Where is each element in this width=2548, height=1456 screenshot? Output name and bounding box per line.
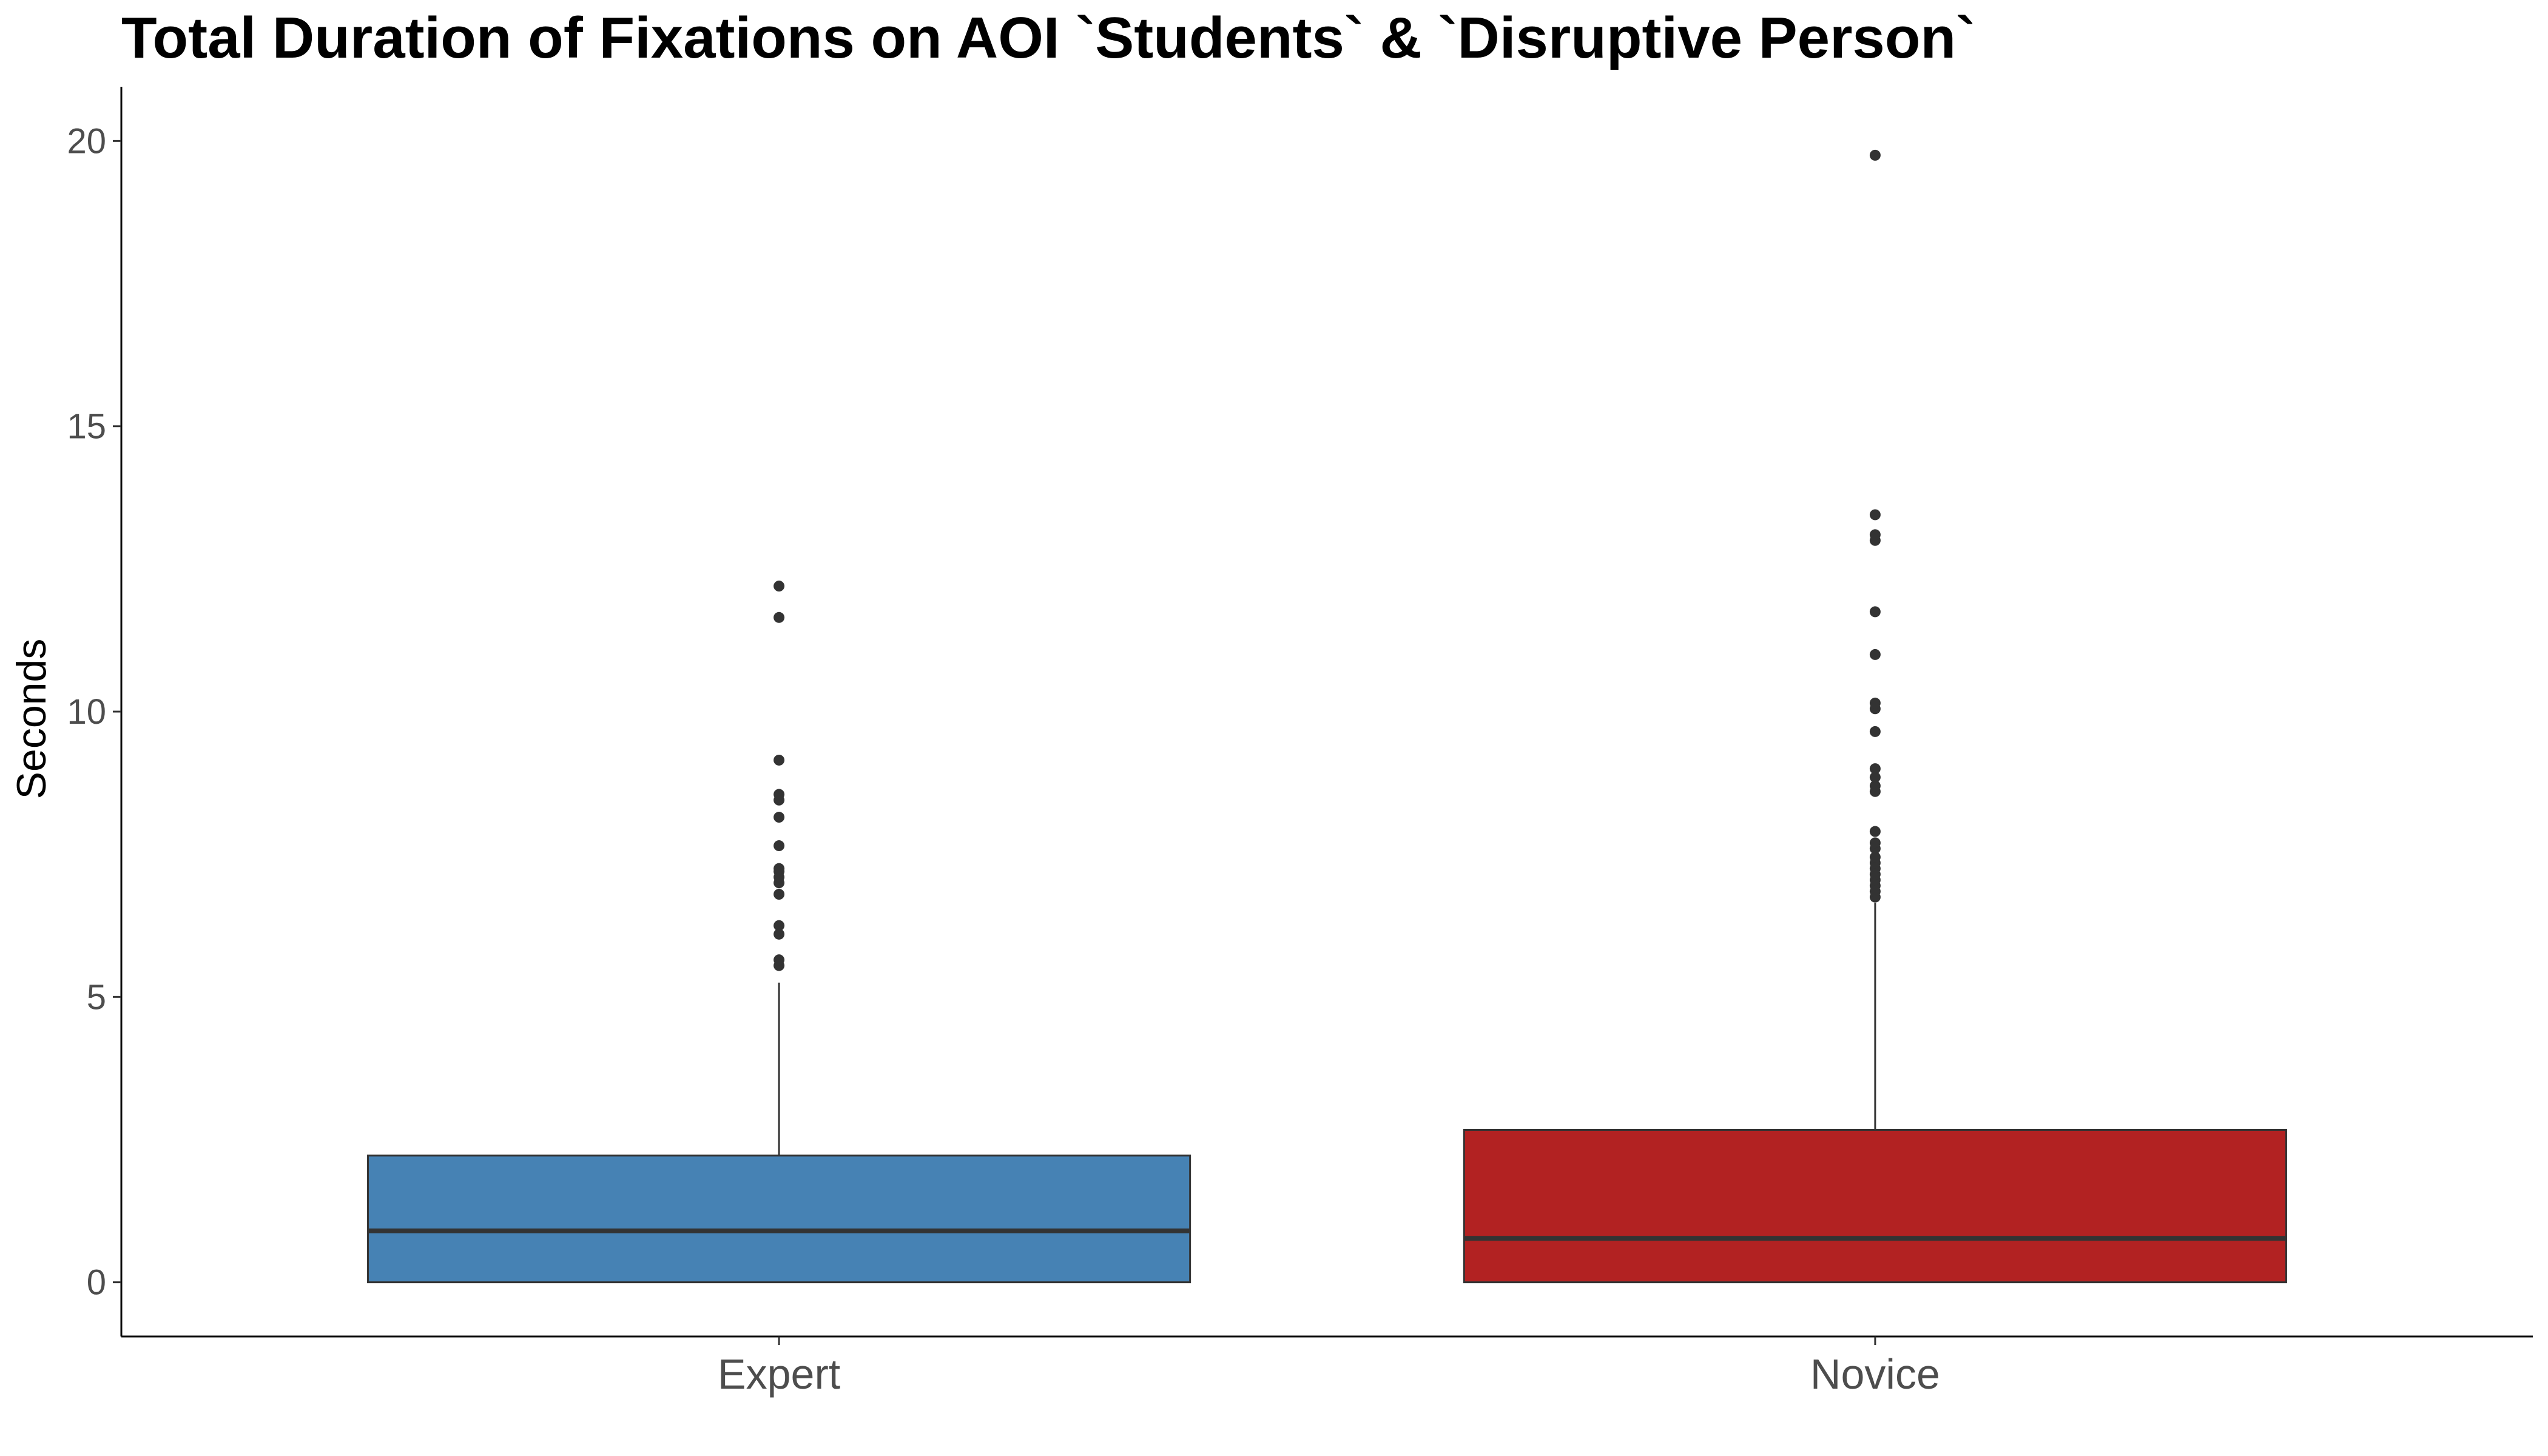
y-axis-label: Seconds (8, 639, 55, 800)
outlier-point (1869, 837, 1881, 849)
plot-area: 0 5 10 15 20 Expert Novice (67, 87, 2533, 1398)
outlier-point (774, 863, 785, 874)
y-tick-label: 20 (67, 121, 106, 161)
outlier-point (774, 920, 785, 931)
outlier-point (774, 889, 785, 900)
outlier-point (1869, 772, 1881, 783)
outlier-point (1869, 780, 1881, 792)
outlier-point (774, 754, 785, 766)
outlier-point (1869, 851, 1881, 863)
outlier-point (774, 928, 785, 940)
outlier-point (1869, 763, 1881, 775)
outlier-point (1869, 726, 1881, 737)
outlier-point (1869, 606, 1881, 618)
y-tick-label: 10 (67, 692, 106, 732)
outlier-point (1869, 649, 1881, 660)
box-novice (1463, 1128, 2287, 1284)
outlier-point (774, 612, 785, 623)
outlier-point (774, 581, 785, 592)
outlier-point (1869, 149, 1881, 161)
outlier-point (1869, 697, 1881, 709)
box-expert (367, 1154, 1191, 1284)
outlier-point (1869, 529, 1881, 541)
outlier-point (1869, 826, 1881, 837)
outlier-point (774, 840, 785, 852)
chart-title: Total Duration of Fixations on AOI `Stud… (121, 5, 1975, 70)
outlier-point (774, 789, 785, 800)
x-tick-label: Expert (718, 1350, 840, 1398)
x-tick-label: Novice (1810, 1350, 1940, 1398)
outlier-point (774, 954, 785, 966)
outlier-point (774, 812, 785, 823)
outlier-point (1869, 509, 1881, 521)
y-tick-label: 5 (87, 977, 106, 1017)
y-tick-label: 15 (67, 407, 106, 447)
y-tick-label: 0 (87, 1263, 106, 1303)
